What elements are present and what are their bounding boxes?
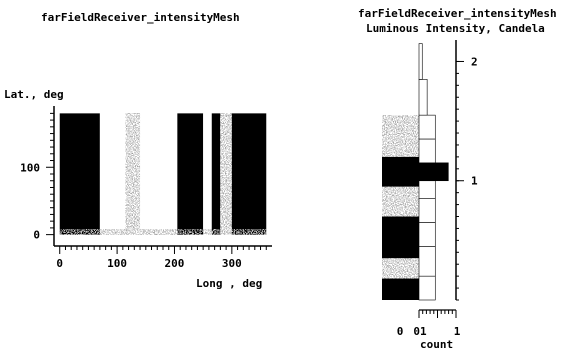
histogram-bar-4: [418, 180, 436, 199]
intensity-strip-low-noise: [382, 258, 419, 279]
left-x-axis-label: Long , deg: [196, 277, 263, 290]
histogram-bar-6: [418, 138, 436, 164]
right-x-tick-label: 01: [413, 325, 427, 338]
histogram-bar-9: [418, 43, 423, 80]
histogram-bar-8: [418, 79, 428, 116]
heatmap-column-4: [177, 113, 204, 235]
left-y-axis-label: Lat., deg: [4, 88, 64, 101]
heatmap-column-8: [231, 113, 267, 235]
right-x-axis-label: count: [420, 338, 454, 351]
heatmap-column-3: [140, 113, 178, 235]
intensity-strip-mid-noise: [382, 186, 419, 217]
left-x-tick-label: 300: [222, 257, 242, 270]
histogram-bar-2: [418, 222, 436, 247]
intensity-strip-dark-band-1: [382, 156, 419, 187]
left-heatmap-plot: 0 100 200 300 0 100: [20, 106, 272, 270]
right-x-tick-label: 1: [454, 325, 461, 338]
heatmap-column-6: [211, 113, 221, 235]
heatmap-column-1: [99, 113, 126, 235]
intensity-strip-dark-band-2: [382, 216, 419, 259]
histogram-bar-3: [418, 198, 436, 223]
left-chart-title: farFieldReceiver_intensityMesh: [41, 11, 240, 24]
right-chart-title: farFieldReceiver_intensityMesh: [358, 7, 557, 20]
right-x-tick-label: 0: [397, 325, 404, 338]
heatmap-column-7: [220, 113, 232, 235]
right-y-tick-label: 1: [471, 175, 478, 188]
histogram-bar-7: [418, 114, 436, 140]
intensity-strip-upper-noise: [382, 115, 419, 157]
heatmap-column-5: [203, 113, 212, 235]
right-histogram-plot: 1 2 0 01 1: [382, 40, 478, 338]
heatmap-column-2: [125, 113, 141, 235]
left-x-tick-label: 0: [56, 257, 63, 270]
right-y-tick-label: 2: [471, 55, 478, 68]
heatmap-column-0: [59, 113, 100, 235]
heatmap-bottom-band: [59, 229, 267, 235]
left-x-tick-label: 100: [107, 257, 127, 270]
histogram-bar-1: [418, 246, 436, 277]
left-y-tick-label: 100: [20, 161, 40, 174]
left-y-tick-label: 0: [33, 229, 40, 242]
right-chart-subtitle: Luminous Intensity, Candela: [366, 22, 545, 35]
left-x-tick-label: 200: [165, 257, 185, 270]
histogram-bar-5: [418, 162, 449, 182]
intensity-strip-dark-band-3: [382, 278, 419, 300]
histogram-bar-0: [418, 275, 436, 301]
